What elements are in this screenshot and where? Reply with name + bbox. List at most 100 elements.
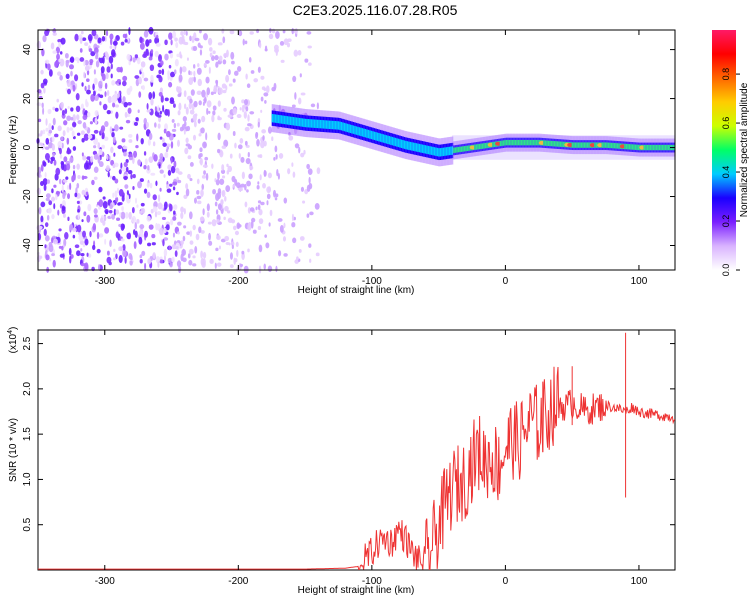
spectrogram-noise-cell bbox=[120, 41, 125, 46]
spectrogram-band-core bbox=[654, 144, 656, 151]
spectrogram-noise-cell bbox=[292, 237, 297, 244]
spectrogram-band-core bbox=[387, 135, 389, 145]
spectrogram-noise-cell bbox=[176, 86, 182, 94]
spectrogram-band-core bbox=[517, 139, 520, 146]
spectrogram-band-core bbox=[528, 139, 530, 146]
spectrogram-band-core bbox=[456, 147, 458, 153]
spectrogram-band-core bbox=[385, 135, 388, 144]
spectrogram-noise-cell bbox=[121, 206, 124, 212]
spectrogram-x-tick-label: 100 bbox=[631, 276, 648, 287]
spectrogram-noise-cell bbox=[228, 69, 231, 76]
spectrogram-noise-cell bbox=[238, 153, 241, 159]
spectrogram-noise-cell bbox=[101, 144, 106, 149]
spectrogram-band-core bbox=[585, 142, 587, 148]
spectrogram-noise-cell bbox=[146, 191, 151, 199]
spectrogram-noise-cell bbox=[157, 261, 160, 268]
spectrogram-band-core bbox=[438, 148, 440, 157]
spectrogram-noise-cell bbox=[231, 96, 235, 105]
spectrogram-noise-cell bbox=[247, 114, 250, 122]
spectrogram-noise-cell bbox=[221, 164, 225, 171]
spectrogram-band-core bbox=[460, 146, 463, 152]
spectrogram-band-core bbox=[327, 120, 329, 129]
spectrogram-noise-cell bbox=[163, 128, 167, 134]
spectrogram-noise-cell bbox=[242, 38, 245, 46]
spectrogram-noise-cell bbox=[51, 136, 55, 142]
spectrogram-noise-cell bbox=[211, 163, 214, 169]
spectrogram-noise-cell bbox=[295, 28, 298, 35]
spectrogram-noise-cell bbox=[69, 255, 72, 264]
spectrogram-noise-cell bbox=[297, 97, 302, 105]
spectrogram-y-ticks: -40 -20 0 20 40 bbox=[22, 44, 675, 253]
spectrogram-noise-cell bbox=[172, 232, 176, 238]
spectrogram-noise-cell bbox=[103, 215, 107, 222]
spectrogram-band-core bbox=[559, 141, 562, 147]
spectrogram-noise-cell bbox=[173, 103, 176, 108]
spectrogram-noise-cell bbox=[229, 153, 233, 159]
spectrogram-noise-cell bbox=[41, 48, 45, 57]
colorbar: 0.0 0.2 0.4 0.6 0.8 Normalized spectral ampl… bbox=[712, 30, 750, 276]
spectrogram-noise-cell bbox=[42, 178, 48, 186]
spectrogram-noise-cell bbox=[162, 142, 167, 147]
spectrogram-noise-cell bbox=[174, 37, 178, 42]
spectrogram-noise-cell bbox=[249, 165, 254, 170]
spectrogram-noise-cell bbox=[215, 79, 219, 84]
spectrogram-noise-cell bbox=[230, 51, 235, 60]
spectrogram-noise-cell bbox=[42, 161, 47, 167]
spectrogram-noise-cell bbox=[208, 240, 213, 246]
spectrogram-noise-cell bbox=[146, 102, 149, 110]
spectrogram-band-core bbox=[375, 132, 377, 141]
spectrogram-band-core bbox=[282, 115, 284, 124]
spectrogram-noise-cell bbox=[90, 155, 94, 163]
spectrogram-noise-cell bbox=[98, 199, 104, 208]
spectrogram-noise-cell bbox=[192, 45, 198, 52]
spectrogram-noise-cell bbox=[212, 50, 216, 55]
spectrogram-band-core bbox=[579, 142, 581, 148]
spectrogram-band-core bbox=[367, 129, 370, 139]
spectrogram-noise-cell bbox=[146, 182, 150, 188]
spectrogram-noise-cell bbox=[112, 136, 116, 144]
spectrogram-noise-cell bbox=[256, 139, 260, 147]
spectrogram-noise-cell bbox=[79, 48, 83, 53]
spectrogram-band-core bbox=[397, 138, 400, 148]
spectrogram-noise-cell bbox=[123, 151, 127, 157]
spectrogram-band-core bbox=[382, 134, 385, 143]
spectrogram-noise-cell bbox=[280, 59, 285, 63]
spectrogram-band-core bbox=[394, 137, 397, 147]
spectrogram-noise-cell bbox=[55, 194, 58, 201]
spectrogram-noise-cell bbox=[95, 60, 100, 68]
spectrogram-noise-cell bbox=[121, 138, 126, 143]
spectrogram-noise-cell bbox=[128, 60, 131, 66]
spectrogram-noise-cell bbox=[252, 229, 257, 234]
spectrogram-band-core bbox=[577, 142, 580, 148]
spectrogram-band-core bbox=[325, 120, 328, 129]
spectrogram-noise-cell bbox=[231, 244, 234, 250]
spectrogram-noise-cell bbox=[217, 100, 221, 107]
spectrogram-noise-cell bbox=[257, 204, 261, 211]
spectrogram-noise-cell bbox=[232, 225, 237, 231]
snr-series-line bbox=[38, 366, 676, 570]
spectrogram-noise-cell bbox=[185, 106, 189, 115]
spectrogram-noise-cell bbox=[67, 88, 72, 95]
spectrogram-noise-cell bbox=[143, 51, 147, 57]
spectrogram-band-core bbox=[307, 119, 310, 128]
spectrogram-noise-cell bbox=[141, 71, 145, 79]
spectrogram-band-core bbox=[508, 139, 511, 146]
spectrogram-noise-cell bbox=[306, 163, 310, 170]
spectrogram-noise-cell bbox=[77, 208, 80, 213]
spectrogram-noise-cell bbox=[273, 44, 279, 51]
spectrogram-band-core bbox=[574, 142, 577, 148]
spectrogram-noise-cell bbox=[223, 52, 228, 58]
spectrogram-band-core bbox=[507, 139, 509, 146]
spectrogram-noise-cell bbox=[87, 84, 91, 91]
spectrogram-band-core bbox=[664, 144, 667, 151]
spectrogram-noise-cell bbox=[158, 69, 162, 75]
spectrogram-band-core bbox=[627, 143, 629, 150]
spectrogram-noise-cell bbox=[291, 221, 296, 228]
spectrogram-band-core bbox=[610, 142, 613, 149]
spectrogram-band-core bbox=[486, 142, 488, 149]
spectrogram-noise-cell bbox=[148, 156, 154, 163]
spectrogram-noise-cell bbox=[97, 264, 101, 271]
snr-y-tick-label: 1.0 bbox=[22, 472, 33, 486]
spectrogram-noise-cell bbox=[124, 39, 128, 43]
